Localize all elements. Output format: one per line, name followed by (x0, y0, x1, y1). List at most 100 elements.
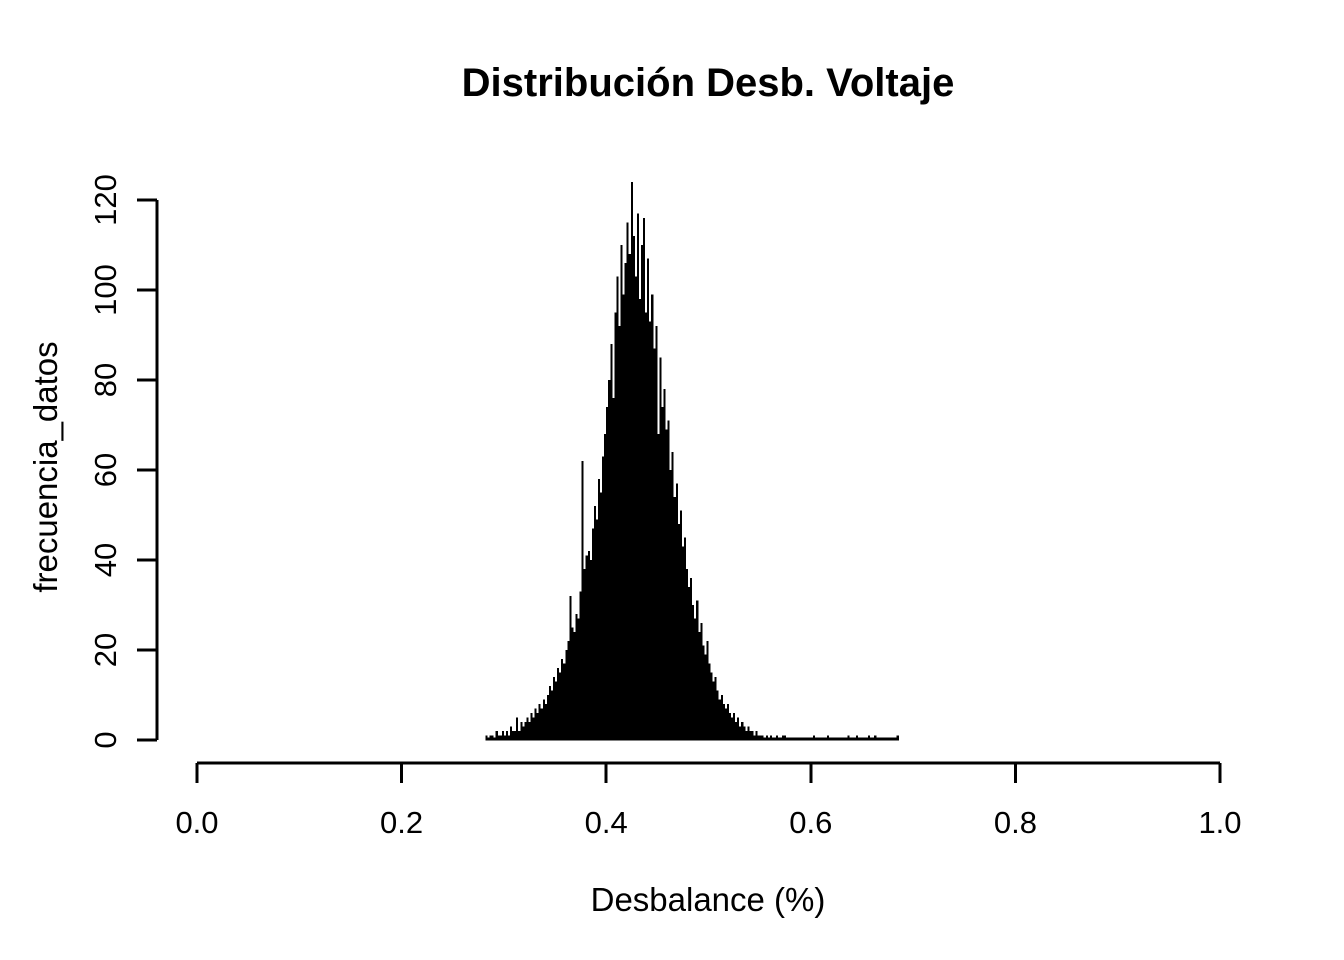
histogram-bar (593, 506, 596, 740)
histogram-bar (526, 717, 529, 740)
histogram-bar (569, 596, 572, 740)
histogram-bar (503, 735, 506, 740)
histogram-bar (518, 731, 521, 740)
histogram-bar (491, 735, 494, 740)
histogram-bar (735, 722, 738, 740)
histogram-bar (896, 735, 899, 740)
histogram-bar (538, 704, 541, 740)
histogram-bar (567, 641, 570, 740)
histogram-bar (640, 245, 644, 740)
histogram-bar (728, 713, 732, 740)
histogram-bar (755, 731, 758, 740)
histogram-bar (544, 704, 547, 740)
y-tick-label: 60 (88, 453, 123, 487)
histogram-bar (622, 294, 625, 740)
histogram-bar (516, 717, 519, 740)
histogram-bar (630, 182, 633, 740)
x-axis: 0.0 0.2 0.4 0.6 0.8 1.0 (175, 761, 1242, 840)
histogram-bar (530, 713, 533, 740)
histogram-bar (769, 735, 772, 740)
histogram-bar (616, 276, 619, 740)
histogram-bar (563, 663, 566, 740)
histogram-bar (698, 632, 701, 740)
histogram-bar (610, 344, 613, 740)
histogram-bar (716, 690, 719, 740)
histogram-bar (712, 681, 715, 740)
histogram-bar (595, 519, 599, 740)
histogram-bar (731, 717, 734, 740)
histogram-bar (688, 587, 691, 740)
histogram-bar (683, 537, 686, 740)
histogram-bar (489, 735, 492, 740)
histogram-bar (536, 713, 539, 740)
histogram-bar (782, 735, 785, 740)
histogram-bar (520, 722, 523, 740)
histogram-bar (759, 735, 762, 740)
histogram-bar (553, 677, 556, 740)
histogram-bar (753, 735, 756, 740)
histogram-bar (847, 735, 850, 740)
histogram-bar (624, 263, 627, 740)
histogram-bar (528, 722, 531, 740)
histogram-bar (499, 735, 502, 740)
histogram-bar (618, 326, 621, 740)
histogram-bar (632, 236, 635, 740)
histogram-bar (608, 380, 611, 740)
histogram-bar (485, 735, 488, 740)
histogram-bar (704, 654, 707, 740)
histogram-bar (737, 717, 740, 740)
histogram-bar (598, 479, 601, 740)
histogram-bar (720, 695, 723, 740)
histogram-bar (604, 434, 607, 740)
histogram-bar (694, 618, 697, 740)
histogram-bar (706, 641, 709, 740)
histogram-bar (690, 578, 693, 740)
histogram-bar (722, 704, 725, 740)
histogram-bar (702, 645, 705, 740)
histogram-bar (663, 389, 666, 740)
histogram-bar (510, 726, 513, 740)
histogram-bar (561, 659, 564, 740)
histogram-bar (565, 650, 568, 740)
histogram-bar (741, 722, 744, 740)
histogram-bar (685, 569, 689, 740)
histogram-bar (649, 321, 652, 740)
histogram-bar (522, 726, 525, 740)
x-axis-label: Desbalance (%) (591, 881, 826, 918)
histogram-bar (776, 735, 779, 740)
y-tick-label: 120 (88, 174, 123, 226)
x-tick-label: 1.0 (1198, 805, 1241, 840)
histogram-bar (602, 456, 605, 740)
histogram-bar (681, 546, 684, 740)
histogram-bar (643, 218, 646, 740)
histogram-bar (765, 735, 768, 740)
histogram-bar (714, 677, 717, 740)
histogram-bar (571, 627, 574, 740)
histogram-bar (761, 735, 764, 740)
y-tick-label: 80 (88, 363, 123, 397)
histogram-bar (638, 299, 641, 740)
histogram-bar (855, 735, 858, 740)
histogram-bar (784, 735, 787, 740)
histogram-bar (673, 497, 676, 740)
histogram-bar (708, 663, 711, 740)
y-tick-label: 0 (88, 731, 123, 748)
y-axis: 0 20 40 60 80 100 120 (88, 174, 159, 749)
histogram-bar (501, 731, 504, 740)
y-axis-label: frecuencia_datos (27, 341, 64, 592)
histogram-bar (497, 735, 500, 740)
histogram-bar (512, 731, 515, 740)
histogram-bar (557, 668, 560, 740)
histogram-bar (612, 398, 615, 740)
histogram-bar (579, 591, 582, 740)
histogram-bar (524, 722, 527, 740)
histogram-bar (532, 717, 535, 740)
histogram-bar (505, 731, 508, 740)
histogram-bar (751, 731, 754, 740)
histogram-bar (585, 555, 588, 740)
histogram-bar (645, 312, 648, 740)
histogram-bar (600, 492, 603, 740)
histogram-bar (655, 326, 658, 740)
histogram-bar (614, 312, 617, 740)
